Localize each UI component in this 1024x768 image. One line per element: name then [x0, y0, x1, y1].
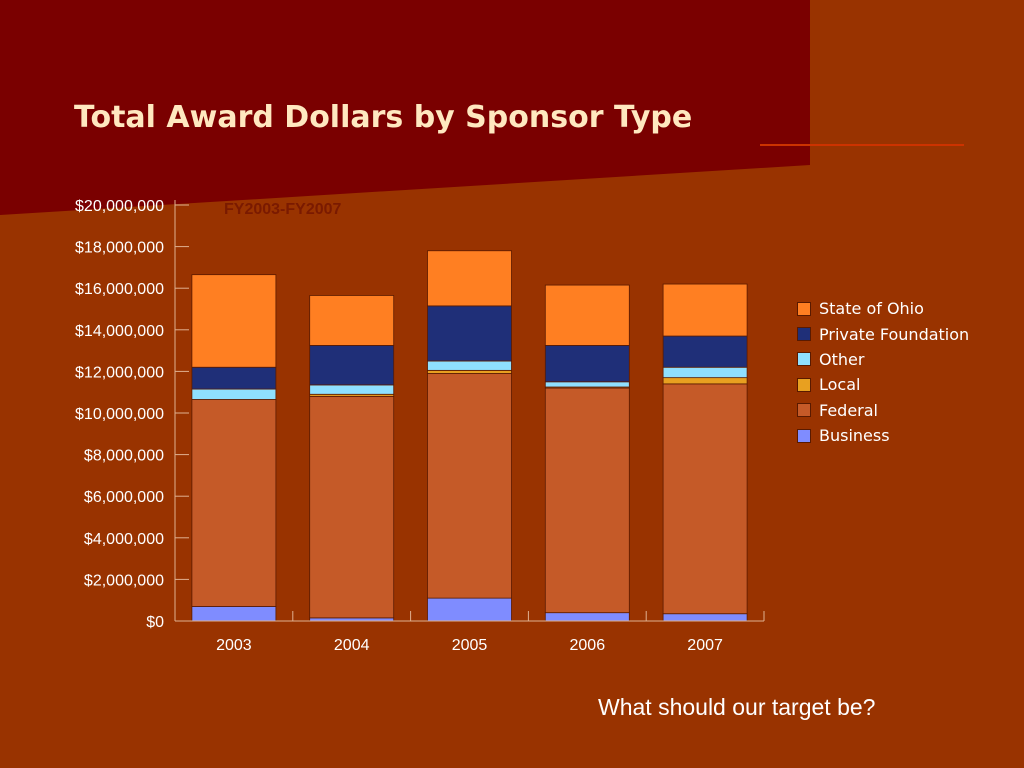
bars	[191, 250, 748, 622]
page-title: Total Award Dollars by Sponsor Type	[74, 100, 693, 135]
bar-segment-private-foundation-2006	[544, 344, 630, 383]
y-tick-label: $10,000,000	[75, 406, 164, 423]
bar-segment-federal-2005	[427, 373, 512, 599]
legend-swatch	[797, 428, 811, 443]
y-tick-label: $18,000,000	[75, 240, 164, 257]
bar-segment-local-2007	[662, 377, 748, 385]
title-divider	[760, 144, 964, 146]
legend-item-private-foundation: Private Foundation	[797, 321, 969, 346]
bar-segment-state-of-ohio-2004	[309, 295, 395, 346]
legend-swatch	[797, 301, 811, 316]
chart-title: FY2003-FY2007	[224, 201, 342, 218]
legend-swatch	[797, 377, 811, 392]
y-tick-label: $8,000,000	[84, 448, 164, 465]
bar-segment-other-2004	[309, 384, 395, 395]
y-tick-label: $20,000,000	[75, 198, 164, 215]
bar-segment-other-2007	[662, 366, 748, 379]
legend-label: Federal	[819, 400, 878, 420]
legend-item-state-of-ohio: State of Ohio	[797, 296, 969, 321]
y-tick-label: $6,000,000	[84, 489, 164, 506]
legend-item-other: Other	[797, 347, 969, 372]
legend-item-local: Local	[797, 372, 969, 397]
y-tick-label: $0	[146, 614, 164, 631]
bar-segment-private-foundation-2007	[662, 335, 748, 368]
bar-segment-local-2005	[427, 369, 512, 374]
bar-segment-other-2006	[544, 381, 630, 388]
bar-segment-state-of-ohio-2006	[544, 284, 630, 346]
x-tick-label: 2005	[452, 637, 488, 654]
bar-segment-business-2003	[191, 606, 277, 622]
legend-swatch	[797, 403, 811, 418]
bar-segment-private-foundation-2005	[427, 305, 512, 362]
legend-item-business: Business	[797, 423, 969, 448]
legend-swatch	[797, 327, 811, 342]
bar-segment-business-2007	[662, 613, 748, 622]
bar-segment-federal-2004	[309, 395, 395, 619]
legend-label: Business	[819, 426, 890, 446]
x-tick-label: 2004	[334, 637, 370, 654]
bar-segment-private-foundation-2004	[309, 344, 395, 386]
bar-segment-state-of-ohio-2007	[662, 283, 748, 337]
legend-label: Local	[819, 375, 861, 395]
legend-swatch	[797, 352, 811, 367]
bar-segment-private-foundation-2003	[191, 366, 277, 390]
y-tick-label: $12,000,000	[75, 364, 164, 381]
legend: State of Ohio Private Foundation Other Loca…	[797, 296, 969, 448]
bar-segment-other-2003	[191, 388, 277, 400]
bar-segment-federal-2006	[544, 387, 630, 614]
y-tick-label: $4,000,000	[84, 531, 164, 548]
bar-segment-state-of-ohio-2005	[427, 250, 512, 307]
bar-segment-business-2006	[544, 612, 630, 622]
y-tick-label: $14,000,000	[75, 323, 164, 340]
x-tick-label: 2007	[687, 637, 723, 654]
bar-segment-state-of-ohio-2003	[191, 274, 277, 368]
legend-item-federal: Federal	[797, 398, 969, 423]
x-tick-label: 2003	[216, 637, 252, 654]
bar-segment-federal-2003	[191, 399, 277, 607]
bar-segment-business-2005	[427, 597, 512, 622]
target-question: What should our target be?	[598, 694, 876, 720]
x-axis-ticks: 2003 2004 2005 2006 2007	[174, 611, 765, 654]
legend-label: State of Ohio	[819, 299, 924, 319]
bar-segment-federal-2007	[662, 383, 748, 615]
y-tick-label: $2,000,000	[84, 572, 164, 589]
legend-label: Private Foundation	[819, 324, 970, 344]
y-axis-ticks: $0 $2,000,000 $4,000,000 $6,000,000 $8,000,0…	[75, 198, 189, 631]
legend-label: Other	[819, 349, 865, 369]
y-tick-label: $16,000,000	[75, 281, 164, 298]
x-tick-label: 2006	[570, 637, 606, 654]
bar-segment-other-2005	[427, 360, 512, 371]
